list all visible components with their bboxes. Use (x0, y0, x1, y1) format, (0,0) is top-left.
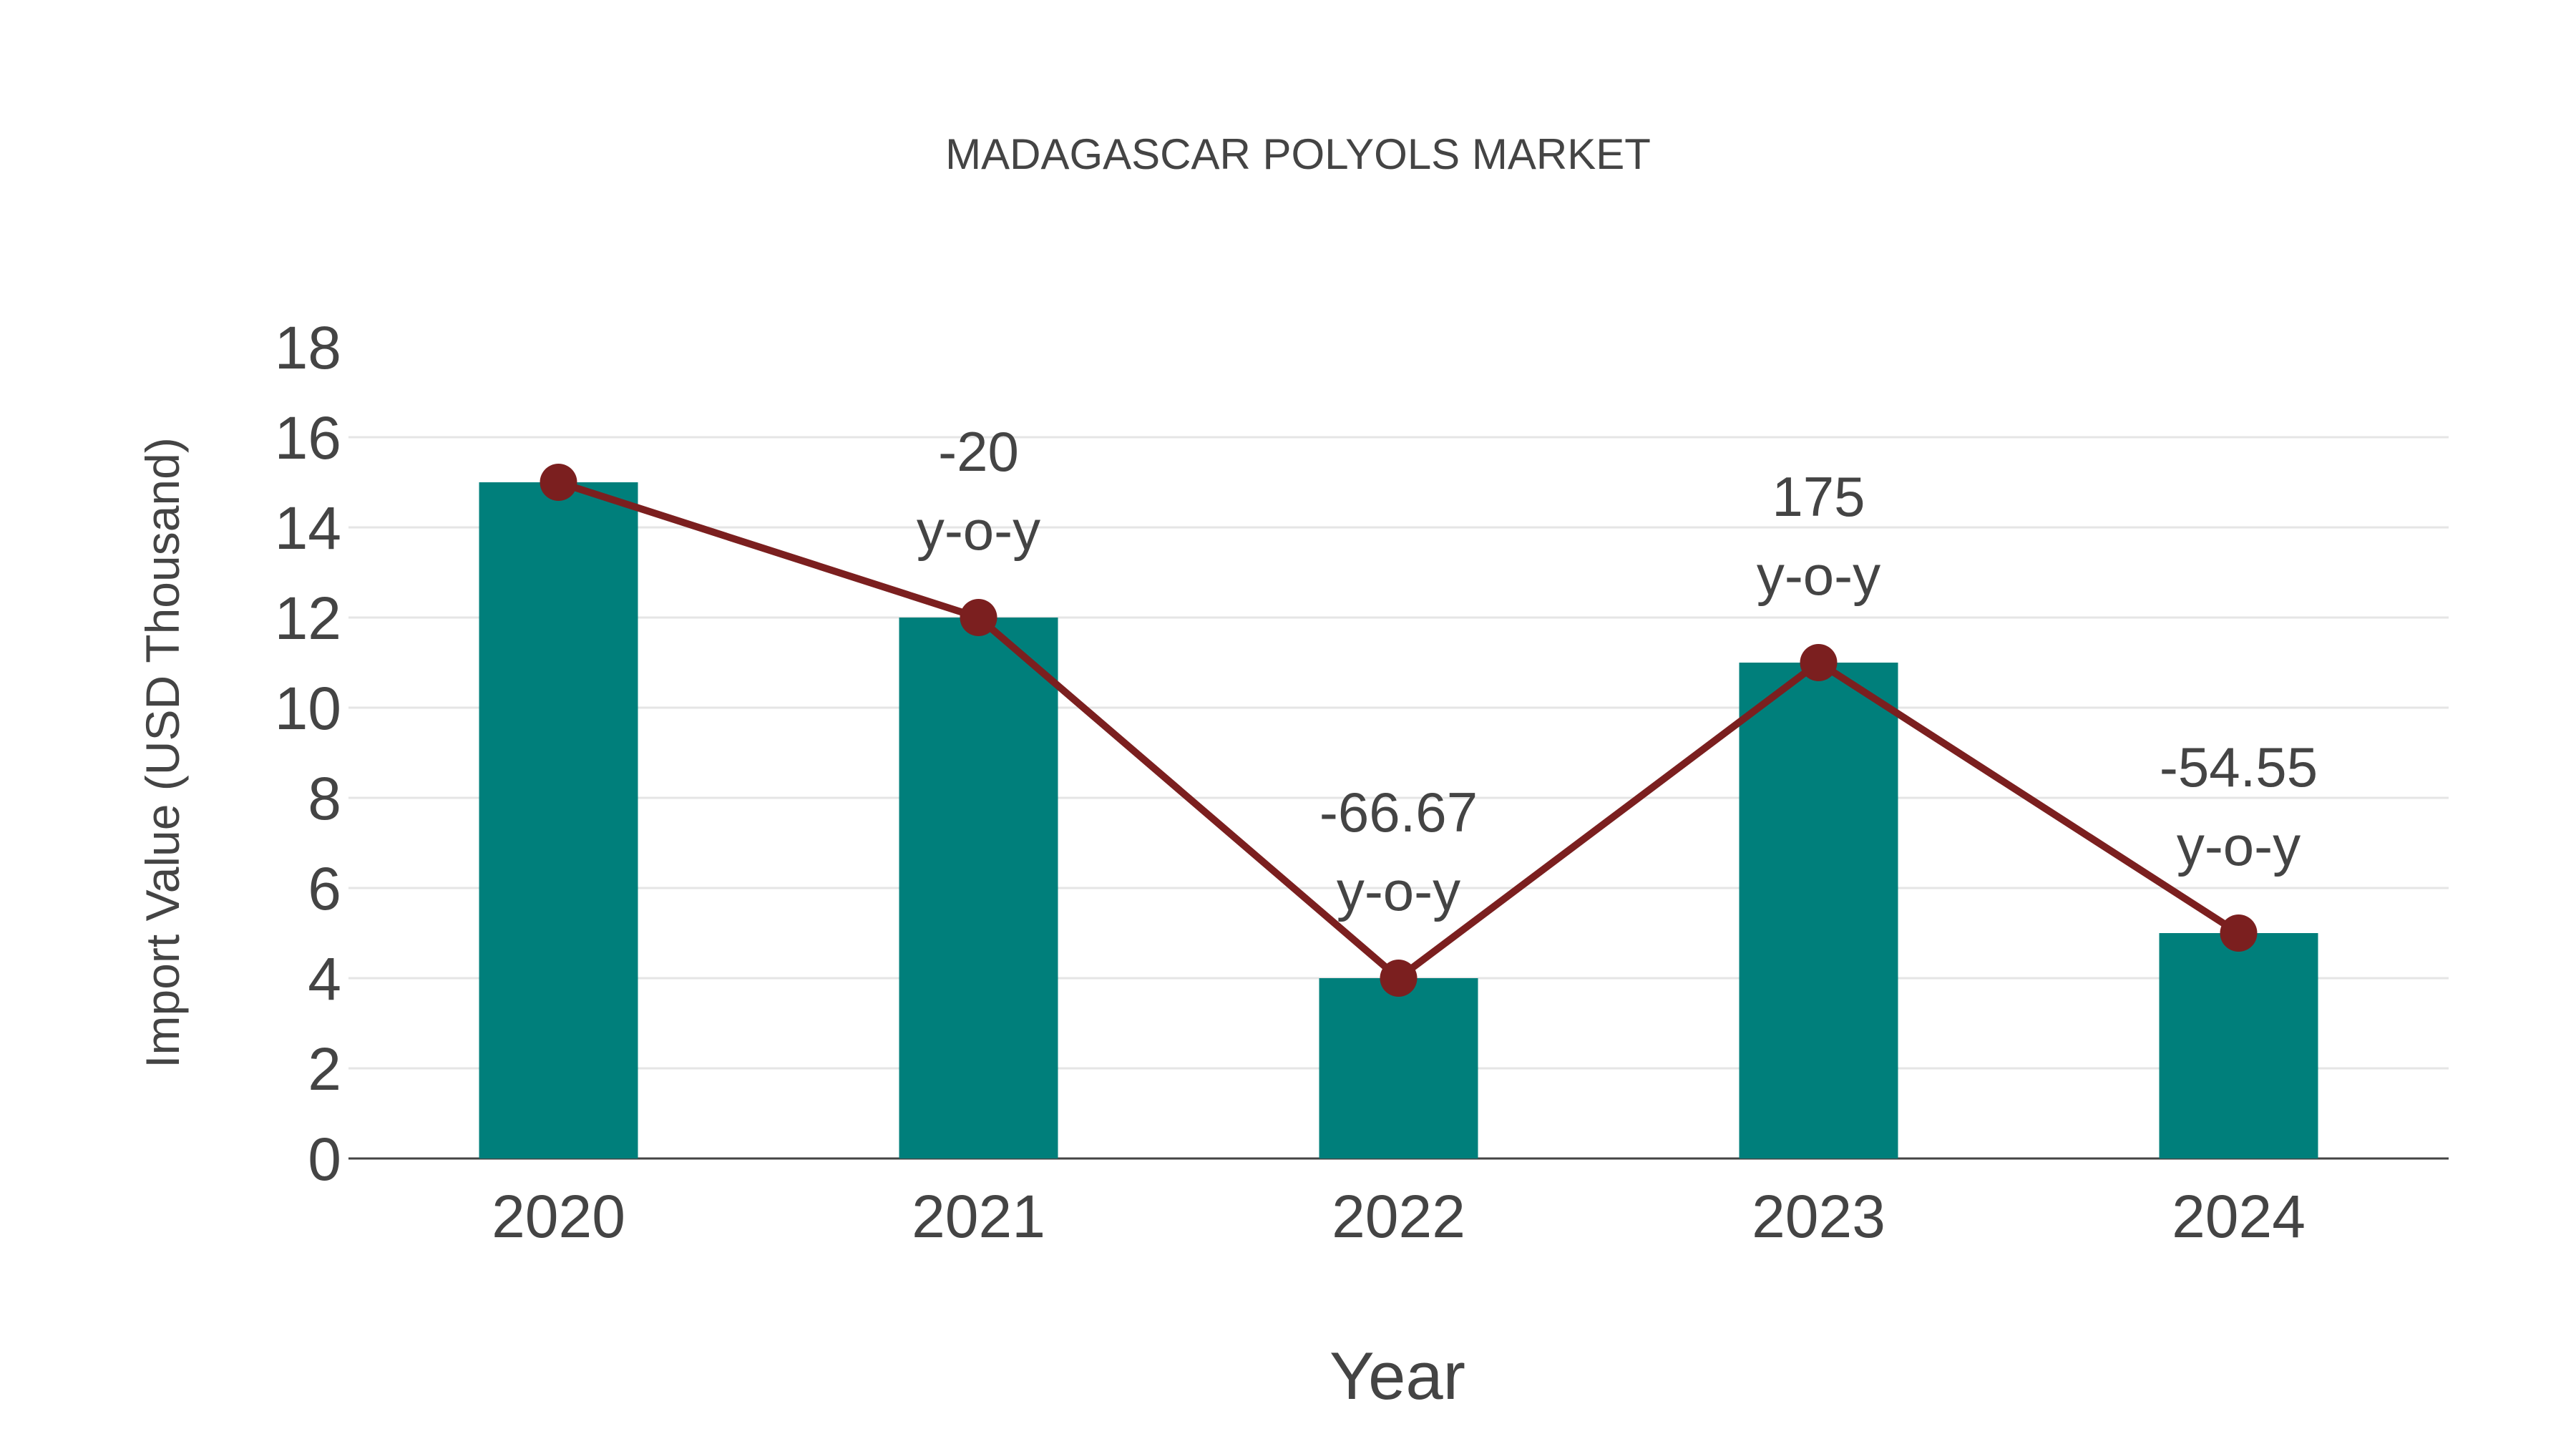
x-tick-label: 2021 (912, 1183, 1045, 1250)
trend-point (960, 599, 997, 636)
y-tick-label: 16 (275, 404, 341, 472)
x-tick-label: 2023 (1752, 1183, 1885, 1250)
trend-point (540, 464, 577, 501)
y-tick-label: 14 (275, 494, 341, 562)
y-tick-label: 10 (275, 675, 341, 742)
yoy-label: y-o-y (2177, 814, 2301, 877)
x-tick-label: 2022 (1332, 1183, 1465, 1250)
y-tick-label: 4 (308, 945, 341, 1013)
y-tick-label: 0 (308, 1126, 341, 1193)
y-tick-label: 6 (308, 855, 341, 922)
yoy-value: -54.55 (2160, 736, 2318, 799)
x-tick-label: 2020 (492, 1183, 625, 1250)
bar (1739, 663, 1898, 1158)
yoy-value: 175 (1772, 465, 1865, 528)
trend-point (1800, 644, 1838, 681)
yoy-label: y-o-y (917, 499, 1040, 562)
bar (2159, 933, 2318, 1158)
y-tick-label: 2 (308, 1035, 341, 1103)
yoy-value: -66.67 (1319, 781, 1478, 844)
bar (1319, 978, 1478, 1158)
trend-point (1380, 960, 1418, 997)
x-axis-title: Year (1330, 1338, 1465, 1413)
yoy-label: y-o-y (1757, 544, 1880, 607)
bar (899, 618, 1058, 1158)
yoy-label: y-o-y (1337, 859, 1460, 922)
chart-title: MADAGASCAR POLYOLS MARKET (945, 130, 1651, 178)
trend-point (2220, 914, 2258, 952)
yoy-value: -20 (938, 420, 1019, 483)
bar (479, 482, 638, 1158)
x-tick-label: 2024 (2172, 1183, 2306, 1250)
y-tick-label: 8 (308, 765, 341, 832)
y-axis-title: Import Value (USD Thousand) (136, 437, 189, 1068)
y-tick-label: 18 (275, 314, 341, 381)
y-tick-label: 12 (275, 585, 341, 652)
